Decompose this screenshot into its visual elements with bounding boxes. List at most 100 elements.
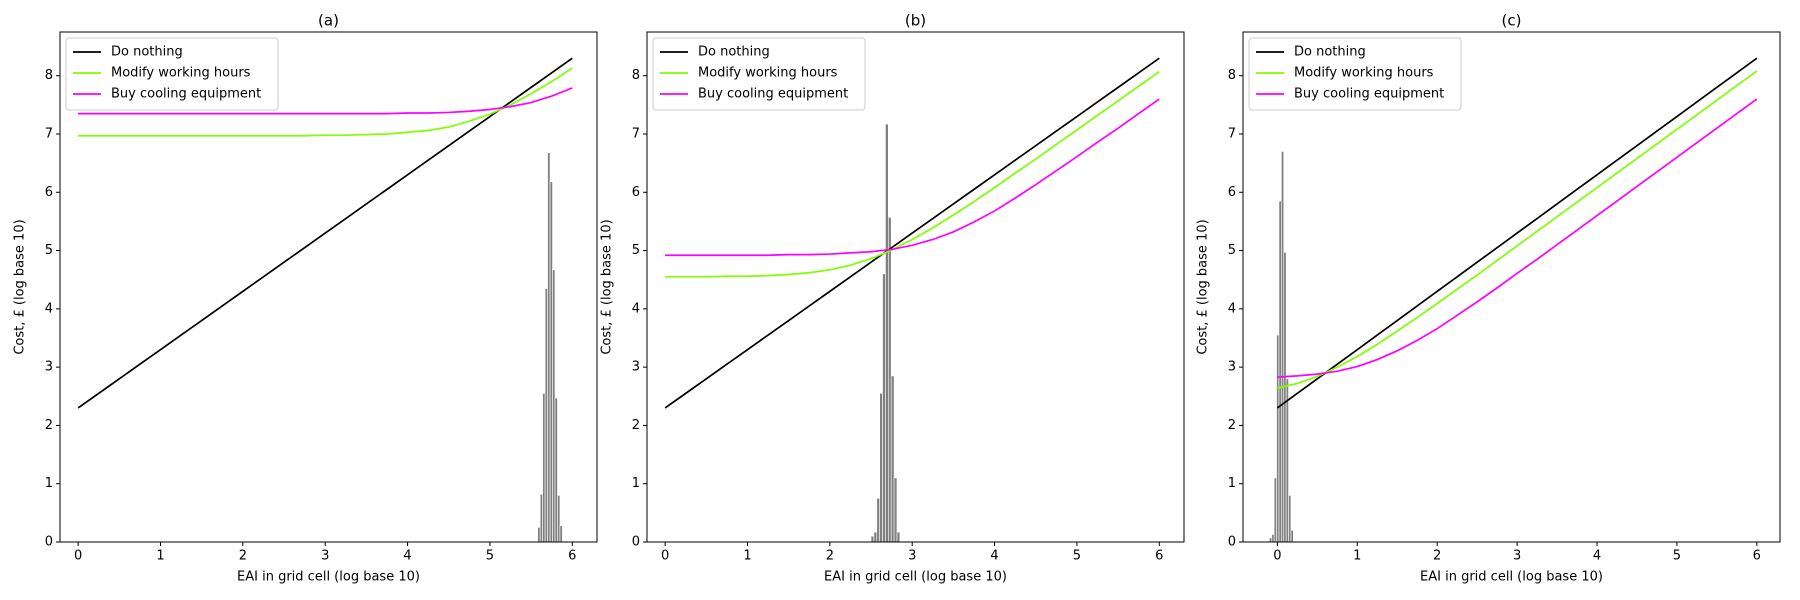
histogram-bar xyxy=(542,393,546,542)
x-tick-label: 6 xyxy=(1753,549,1761,564)
y-tick-label: 4 xyxy=(632,301,640,316)
y-axis-label: Cost, £ (log base 10) xyxy=(1196,219,1211,354)
y-tick-label: 8 xyxy=(632,68,640,83)
legend-label: Do nothing xyxy=(1294,45,1366,60)
y-tick-label: 5 xyxy=(632,243,640,258)
legend-label: Modify working hours xyxy=(1294,66,1434,81)
line-series xyxy=(1277,98,1758,378)
subplot: 0 1 2 3 4 5 6 0 1 2 3 4 5 6 7 8 (a) EAI in grid cell (log… xyxy=(13,12,598,585)
x-tick-label: 3 xyxy=(908,549,916,564)
line-series xyxy=(665,98,1160,257)
legend-label: Modify working hours xyxy=(698,66,838,81)
line-series xyxy=(664,57,1160,409)
line-series xyxy=(1277,70,1758,389)
x-tick-label: 2 xyxy=(239,549,247,564)
y-tick-label: 2 xyxy=(45,418,53,433)
y-tick-label: 0 xyxy=(45,535,53,550)
line-series xyxy=(665,70,1160,278)
y-tick-label: 6 xyxy=(45,185,53,200)
subplot-title: (c) xyxy=(1502,12,1522,30)
y-tick-label: 5 xyxy=(45,243,53,258)
line-series xyxy=(78,87,573,115)
histogram-bar xyxy=(882,273,886,542)
y-tick-label: 5 xyxy=(1228,243,1236,258)
histogram-bar xyxy=(896,531,901,542)
plot-area xyxy=(664,57,1160,542)
histogram-bar xyxy=(890,375,895,542)
legend-label: Do nothing xyxy=(111,45,183,60)
plot-area xyxy=(1269,57,1758,542)
x-tick-label: 1 xyxy=(1353,549,1361,564)
histogram-bar xyxy=(547,152,551,542)
x-tick-label: 2 xyxy=(1433,549,1441,564)
x-tick-label: 1 xyxy=(156,549,164,564)
histogram-bar xyxy=(554,397,558,542)
histogram-bar xyxy=(1276,334,1280,542)
x-tick-label: 0 xyxy=(74,549,82,564)
x-tick-label: 0 xyxy=(1273,549,1281,564)
legend-label: Buy cooling equipment xyxy=(698,87,848,102)
legend: Do nothing Modify working hours Buy coolin… xyxy=(652,37,866,111)
y-tick-label: 3 xyxy=(45,360,53,375)
histogram-bar xyxy=(549,181,553,542)
histogram-bar xyxy=(552,269,556,542)
y-tick-label: 4 xyxy=(1228,301,1236,316)
x-tick-label: 3 xyxy=(321,549,329,564)
histogram-bar xyxy=(1281,151,1285,542)
histogram-bar xyxy=(537,527,541,542)
plot-area xyxy=(77,57,573,542)
histogram-bar xyxy=(1290,530,1294,542)
x-tick-label: 6 xyxy=(1155,549,1163,564)
y-tick-label: 8 xyxy=(1228,68,1236,83)
histogram-bar xyxy=(544,288,548,542)
x-tick-label: 5 xyxy=(1073,549,1081,564)
histogram-bar xyxy=(1271,534,1275,542)
subplot-title: (b) xyxy=(905,12,926,30)
x-tick-label: 5 xyxy=(486,549,494,564)
x-tick-label: 0 xyxy=(661,549,669,564)
subplot-title: (a) xyxy=(318,12,339,30)
legend-label: Buy cooling equipment xyxy=(1294,87,1444,102)
histogram-bar xyxy=(559,525,563,542)
y-tick-label: 8 xyxy=(45,68,53,83)
y-axis-label: Cost, £ (log base 10) xyxy=(600,219,615,354)
x-tick-label: 2 xyxy=(826,549,834,564)
axes-frame xyxy=(646,31,1185,543)
y-tick-label: 6 xyxy=(1228,185,1236,200)
histogram-bar xyxy=(893,477,898,542)
histogram-bar xyxy=(885,123,889,542)
histogram-bar xyxy=(1288,495,1292,542)
line-series xyxy=(1276,57,1758,409)
x-tick-label: 5 xyxy=(1673,549,1681,564)
x-tick-label: 1 xyxy=(743,549,751,564)
histogram-bar xyxy=(1283,252,1287,542)
x-axis-label: EAI in grid cell (log base 10) xyxy=(237,570,420,585)
y-tick-label: 1 xyxy=(632,476,640,491)
x-axis-label: EAI in grid cell (log base 10) xyxy=(824,570,1007,585)
x-tick-label: 4 xyxy=(990,549,998,564)
x-axis-label: EAI in grid cell (log base 10) xyxy=(1420,570,1603,585)
legend-label: Buy cooling equipment xyxy=(111,87,261,102)
x-tick-label: 6 xyxy=(568,549,576,564)
axes-frame xyxy=(1242,31,1781,543)
y-tick-label: 6 xyxy=(632,185,640,200)
y-tick-label: 7 xyxy=(45,127,53,142)
subplot: 0 1 2 3 4 5 6 0 1 2 3 4 5 6 7 8 (b) EAI in grid cell (log… xyxy=(600,12,1185,585)
histogram-bar xyxy=(539,493,543,542)
histogram-bar xyxy=(1269,537,1273,542)
histogram-bar xyxy=(876,497,880,542)
y-tick-label: 0 xyxy=(1228,535,1236,550)
histogram-bar xyxy=(1273,477,1277,542)
y-tick-label: 2 xyxy=(1228,418,1236,433)
x-tick-label: 4 xyxy=(403,549,411,564)
legend-label: Modify working hours xyxy=(111,66,251,81)
histogram-bar xyxy=(557,495,561,542)
x-tick-label: 4 xyxy=(1593,549,1601,564)
y-tick-label: 1 xyxy=(45,476,53,491)
x-tick-label: 3 xyxy=(1513,549,1521,564)
histogram-bar xyxy=(879,393,883,542)
y-tick-label: 7 xyxy=(1228,127,1236,142)
y-tick-label: 1 xyxy=(1228,476,1236,491)
y-tick-label: 4 xyxy=(45,301,53,316)
